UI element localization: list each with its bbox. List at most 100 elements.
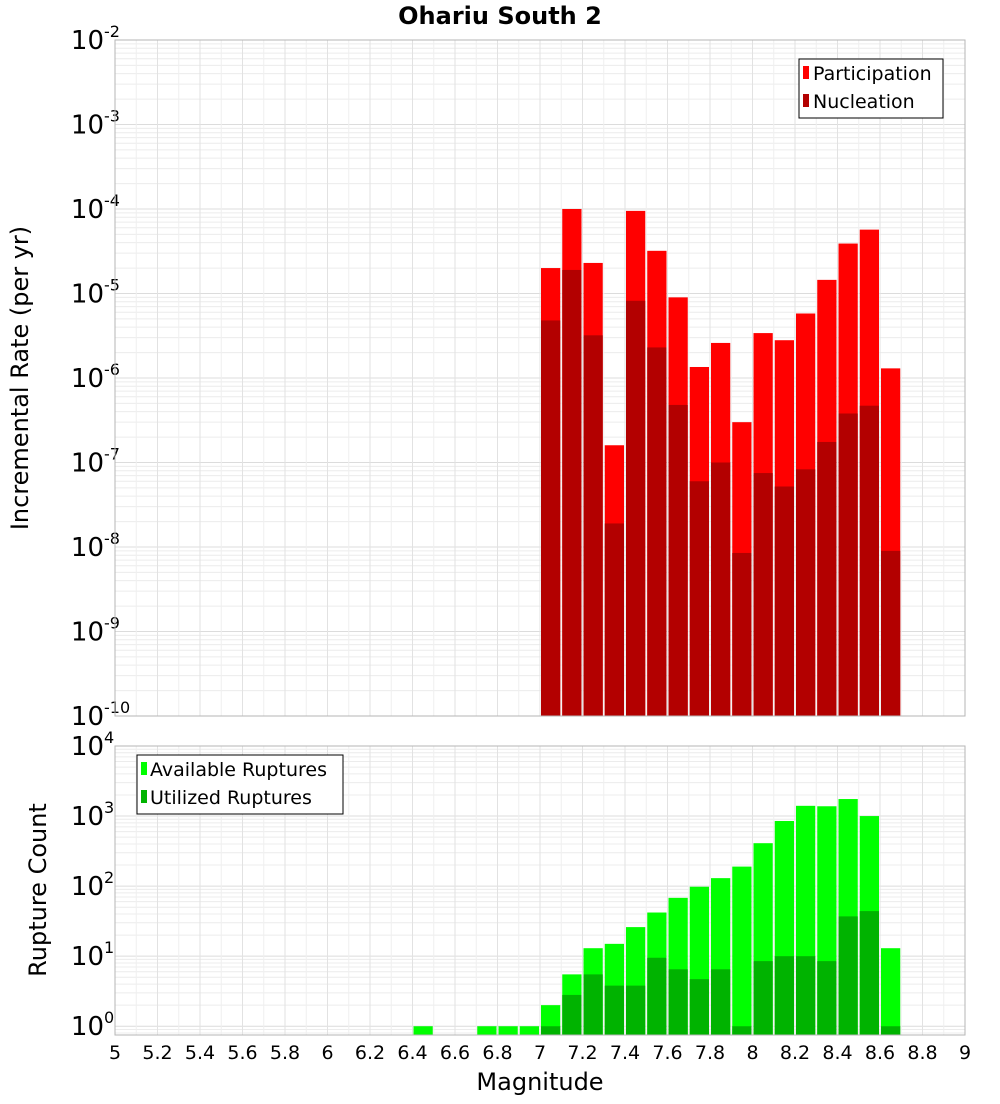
utilized-ruptures-bar — [859, 911, 879, 1035]
x-tick-label: 6 — [321, 1042, 333, 1064]
y-tick-exponent: -10 — [104, 698, 130, 717]
top-plot-area — [114, 39, 966, 717]
y-tick-base: 10 — [71, 872, 104, 902]
x-tick-label: 7.8 — [695, 1042, 725, 1064]
utilized-ruptures-bar — [541, 1026, 561, 1035]
y-tick-exponent: -8 — [104, 529, 120, 548]
utilized-ruptures-bar — [583, 974, 603, 1035]
x-tick-label: 8 — [746, 1042, 758, 1064]
nucleation-bar — [817, 441, 837, 716]
y-tick-exponent: -9 — [104, 614, 120, 633]
y-tick-exponent: -3 — [104, 107, 120, 126]
utilized-ruptures-bar — [817, 961, 837, 1035]
top-legend-box — [798, 58, 944, 119]
top-legend: Participation Nucleation — [798, 58, 944, 119]
y-tick-exponent: -5 — [104, 276, 120, 295]
nucleation-legend-label: Nucleation — [813, 91, 915, 113]
nucleation-bar — [774, 486, 794, 716]
available-ruptures-legend-swatch — [141, 762, 147, 775]
x-tick-label: 5.2 — [142, 1042, 172, 1064]
y-tick-base: 10 — [71, 533, 104, 563]
nucleation-bar — [626, 300, 646, 716]
nucleation-bar — [689, 481, 709, 716]
x-tick-label: 5.4 — [185, 1042, 215, 1064]
x-tick-label: 7 — [534, 1042, 546, 1064]
top-y-tick-label: 10 -4 — [71, 191, 120, 225]
nucleation-bar — [668, 404, 688, 716]
y-tick-base: 10 — [71, 942, 104, 972]
utilized-ruptures-bar — [753, 961, 773, 1035]
x-tick-label: 9 — [959, 1042, 971, 1064]
nucleation-bar — [838, 413, 858, 716]
nucleation-bar — [732, 552, 752, 716]
bottom-y-axis-label: Rupture Count — [24, 803, 52, 977]
chart-title: Ohariu South 2 — [398, 2, 602, 30]
y-tick-base: 10 — [71, 1012, 104, 1042]
bottom-y-tick-label: 10 0 — [71, 1008, 114, 1042]
y-tick-base: 10 — [71, 195, 104, 225]
y-tick-base: 10 — [71, 364, 104, 394]
x-tick-label: 6.4 — [397, 1042, 427, 1064]
x-tick-label: 8.6 — [865, 1042, 895, 1064]
x-tick-label: 8.8 — [907, 1042, 937, 1064]
top-plot-bars — [541, 209, 901, 716]
x-tick-label: 5.8 — [270, 1042, 300, 1064]
available-ruptures-bar — [413, 1026, 433, 1035]
utilized-ruptures-bar — [838, 916, 858, 1035]
x-axis-label: Magnitude — [476, 1068, 603, 1096]
y-tick-base: 10 — [71, 111, 104, 141]
utilized-ruptures-bar — [796, 956, 816, 1035]
y-tick-exponent: -6 — [104, 360, 120, 379]
top-y-tick-label: 10 -5 — [71, 276, 120, 310]
top-y-tick-label: 10 -2 — [71, 22, 120, 56]
available-ruptures-legend-label: Available Ruptures — [150, 759, 327, 781]
bottom-legend: Available Ruptures Utilized Ruptures — [136, 754, 344, 815]
available-ruptures-bar — [477, 1026, 497, 1035]
top-plot-grid — [115, 40, 965, 717]
utilized-ruptures-legend-swatch — [141, 790, 147, 803]
nucleation-bar — [647, 347, 667, 716]
x-tick-label: 5.6 — [227, 1042, 257, 1064]
y-tick-base: 10 — [71, 702, 104, 732]
y-tick-exponent: -7 — [104, 445, 120, 464]
x-tick-label: 6.6 — [440, 1042, 470, 1064]
bottom-legend-box — [136, 754, 344, 815]
available-ruptures-bar — [881, 948, 901, 1035]
y-tick-exponent: 4 — [104, 728, 114, 747]
utilized-ruptures-bar — [604, 985, 624, 1035]
utilized-ruptures-bar — [689, 979, 709, 1035]
x-tick-label: 8.2 — [780, 1042, 810, 1064]
x-tick-label: 7.2 — [567, 1042, 597, 1064]
top-y-tick-label: 10 -8 — [71, 529, 120, 563]
y-tick-exponent: 2 — [104, 868, 114, 887]
y-tick-base: 10 — [71, 449, 104, 479]
bottom-plot-area — [114, 745, 966, 1036]
x-tick-label: 6.2 — [355, 1042, 385, 1064]
available-ruptures-bar — [732, 866, 752, 1035]
top-y-tick-label: 10 -6 — [71, 360, 120, 394]
x-tick-label: 7.4 — [610, 1042, 640, 1064]
participation-legend-label: Participation — [813, 63, 932, 85]
bottom-y-tick-label: 10 4 — [71, 728, 114, 762]
y-tick-exponent: 3 — [104, 798, 114, 817]
top-y-tick-label: 10 -3 — [71, 107, 120, 141]
utilized-ruptures-bar — [626, 985, 646, 1035]
nucleation-legend-swatch — [803, 94, 809, 107]
nucleation-bar — [583, 335, 603, 716]
nucleation-bar — [604, 523, 624, 716]
x-axis-ticks: 5 5.2 5.4 5.6 5.8 6 6.2 6.4 6.6 6.8 7 7.2 7.4 7.6 7.8 8… — [109, 1042, 971, 1064]
y-tick-exponent: -2 — [104, 22, 120, 41]
y-tick-base: 10 — [71, 280, 104, 310]
bottom-plot-bars — [413, 799, 901, 1035]
utilized-ruptures-bar — [774, 956, 794, 1035]
participation-legend-swatch — [803, 66, 809, 79]
y-tick-base: 10 — [71, 732, 104, 762]
utilized-ruptures-bar — [647, 957, 667, 1035]
y-tick-base: 10 — [71, 802, 104, 832]
utilized-ruptures-bar — [881, 1026, 901, 1035]
y-tick-base: 10 — [71, 618, 104, 648]
top-y-tick-label: 10 -10 — [71, 698, 130, 732]
available-ruptures-bar — [498, 1026, 518, 1035]
